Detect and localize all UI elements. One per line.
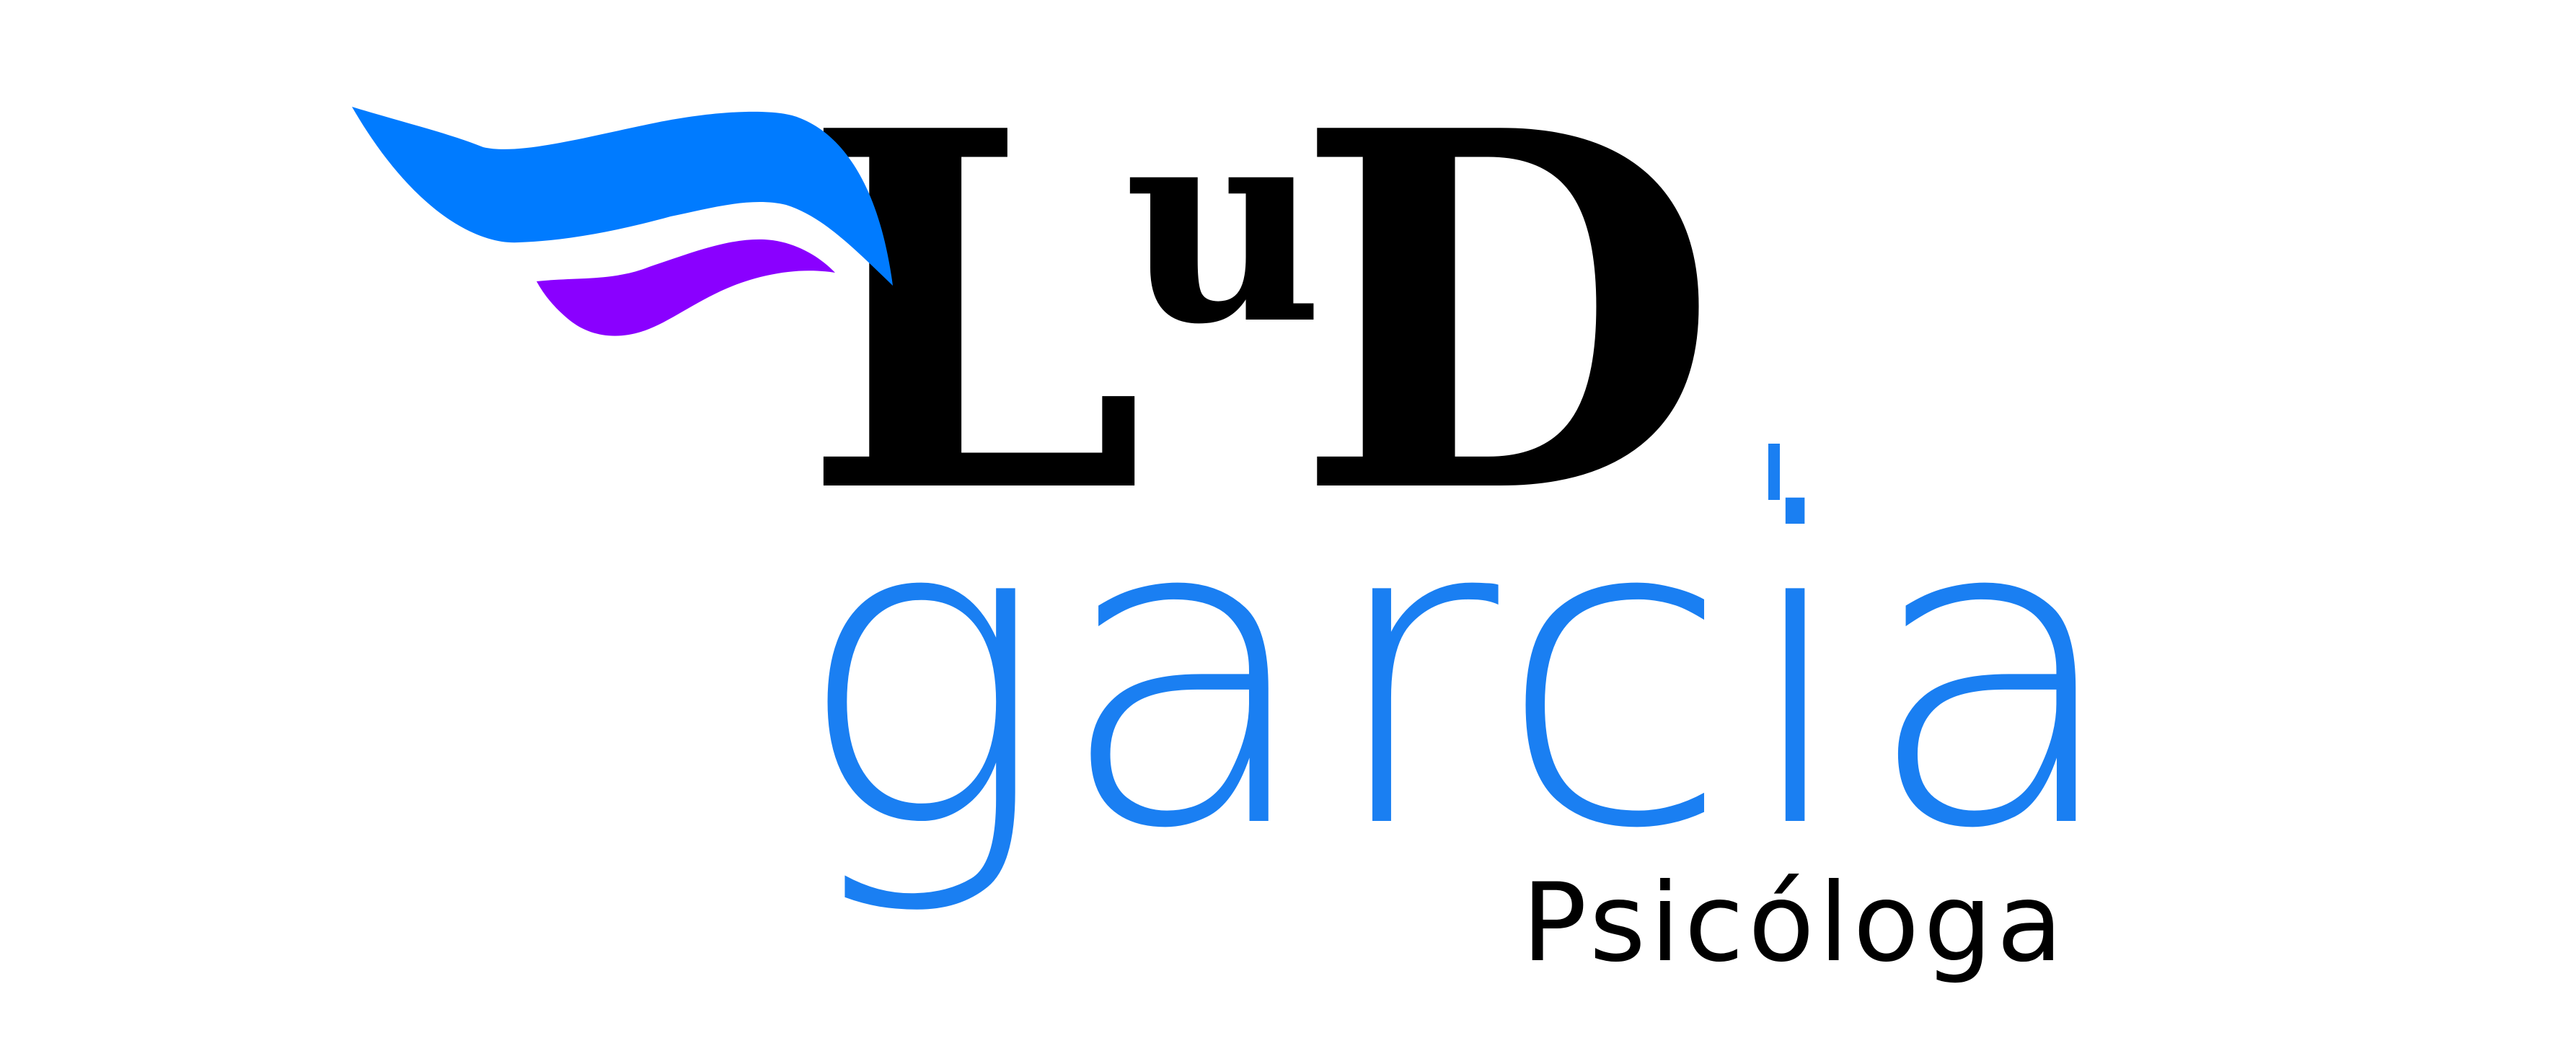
logo-name-bottom: garcia [793, 426, 2132, 922]
logo-name-top: LuD [800, 69, 1719, 559]
accent-dot [1768, 444, 1780, 500]
logo-letter-d: D [1294, 26, 1719, 602]
logo-letter-l: L [800, 26, 1145, 602]
logo-letter-u: u [1124, 62, 1323, 384]
purple-wave-icon [537, 239, 835, 336]
tagline: Psicóloga [1522, 861, 2068, 986]
blue-wave-icon [352, 107, 893, 286]
